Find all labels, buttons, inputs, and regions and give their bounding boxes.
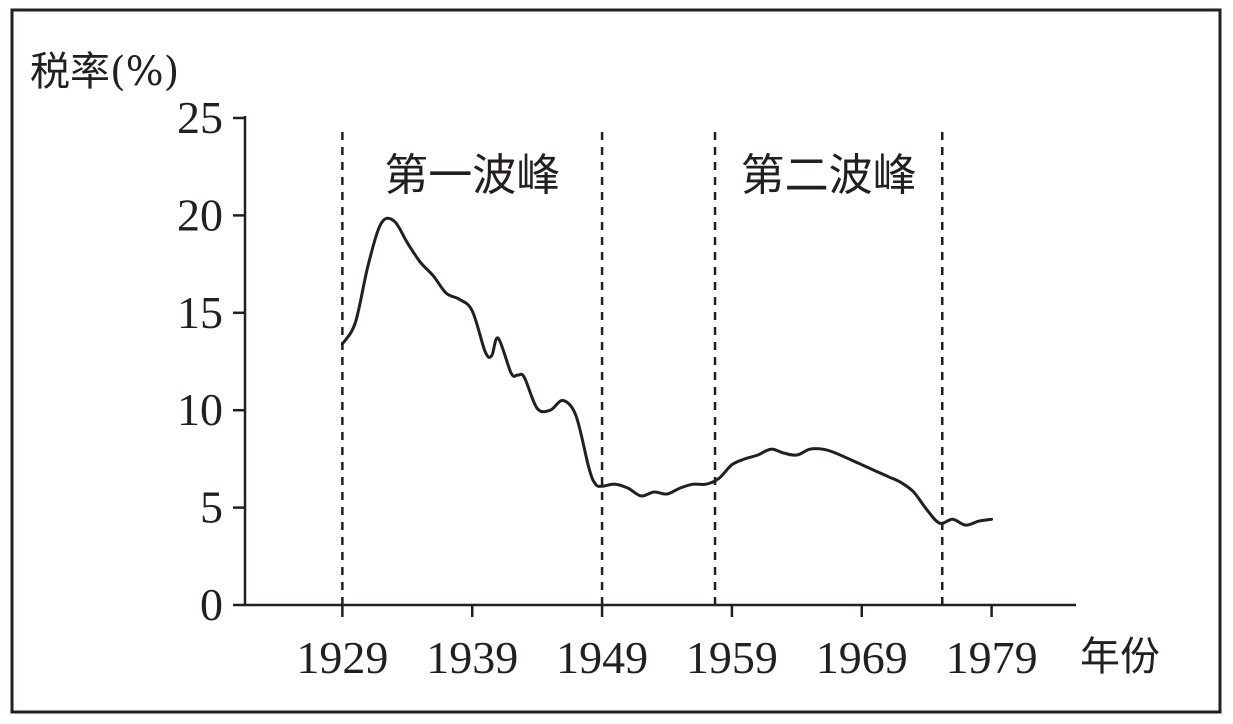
period-dividers	[341, 132, 944, 605]
y-axis-title: 税率(%)	[30, 49, 179, 95]
y-tick-label: 0	[200, 579, 223, 630]
y-tick-label: 5	[200, 482, 223, 533]
y-axis-ticks: 0 5 10 15 20 25	[177, 92, 245, 630]
period-annotation: 第一波峰	[384, 150, 560, 201]
y-tick-label: 10	[177, 384, 223, 435]
x-tick-label: 1959	[686, 632, 778, 683]
x-tick-label: 1969	[816, 632, 908, 683]
y-tick-label: 15	[177, 287, 223, 338]
x-tick-label: 1939	[426, 632, 518, 683]
y-tick-label: 25	[177, 92, 223, 143]
x-axis-ticks: 1929 1939 1949 1959 1969 1979	[296, 605, 1038, 683]
x-tick-label: 1929	[296, 632, 388, 683]
y-tick-label: 20	[177, 189, 223, 240]
x-tick-label: 1979	[946, 632, 1038, 683]
chart-frame	[10, 8, 1222, 714]
x-axis-title: 年份	[1080, 634, 1160, 680]
period-annotation: 第二波峰	[741, 150, 917, 201]
period-annotations: 第一波峰 第二波峰	[384, 150, 916, 201]
x-tick-label: 1949	[556, 632, 648, 683]
tax-rate-series-line	[340, 216, 994, 527]
